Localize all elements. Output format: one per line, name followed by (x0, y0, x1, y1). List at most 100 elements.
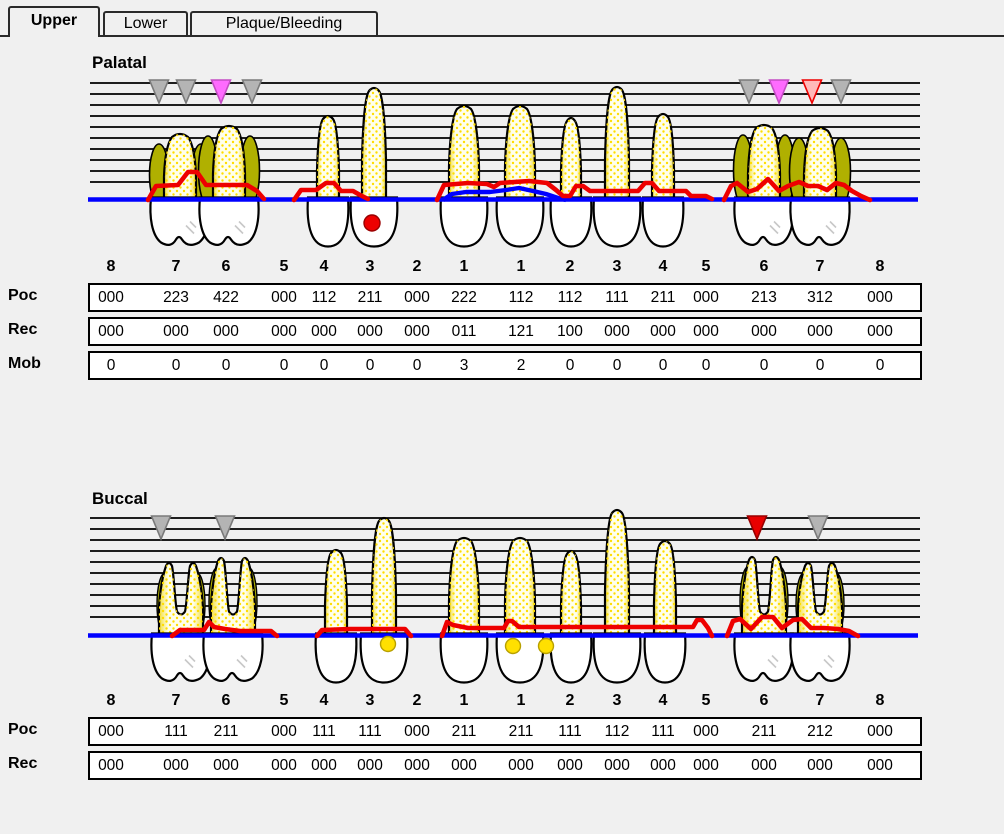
tooth-buccal-L6[interactable] (202, 556, 264, 682)
cell-poc: 000 (271, 723, 297, 740)
cell-rec: 000 (508, 757, 534, 774)
tooth-number: 6 (759, 692, 769, 709)
marker-triangle-gray[interactable] (738, 79, 760, 106)
palatal-chart[interactable] (85, 74, 930, 256)
cell-mob: 0 (106, 357, 116, 374)
tooth-number: 5 (701, 692, 711, 709)
cell-poc: 111 (358, 723, 382, 740)
cell-rec: 000 (807, 323, 833, 340)
plaque-dot[interactable] (504, 637, 522, 655)
tooth-buccal-L1[interactable] (439, 536, 489, 684)
tooth-number: 1 (516, 258, 526, 275)
cell-poc: 000 (404, 723, 430, 740)
marker-triangle-magenta[interactable] (210, 79, 232, 106)
marker-triangle-magenta[interactable] (768, 79, 790, 106)
cell-rec: 000 (557, 757, 583, 774)
tooth-palatal-R4[interactable] (641, 112, 685, 248)
row-label-mob: Mob (8, 355, 41, 372)
tooth-buccal-L4[interactable] (314, 548, 358, 684)
row-label-rec: Rec (8, 321, 38, 338)
cell-poc: 211 (213, 723, 239, 740)
cell-poc: 112 (604, 723, 630, 740)
cell-poc: 222 (451, 289, 477, 306)
cell-poc: 312 (807, 289, 833, 306)
tooth-buccal-R2[interactable] (549, 549, 593, 684)
cell-mob: 0 (171, 357, 181, 374)
tooth-number: 4 (319, 692, 329, 709)
cell-poc: 112 (508, 289, 534, 306)
cell-rec: 000 (271, 757, 297, 774)
plaque-dot[interactable] (379, 635, 397, 653)
cell-rec: 000 (311, 757, 337, 774)
cell-mob: 0 (221, 357, 231, 374)
cell-rec: 000 (867, 323, 893, 340)
cell-poc: 422 (213, 289, 239, 306)
bleeding-dot[interactable] (363, 214, 381, 232)
tab-lower[interactable]: Lower (103, 11, 188, 35)
tooth-buccal-R4[interactable] (643, 539, 687, 684)
tooth-number: 2 (565, 258, 575, 275)
marker-triangle-gray[interactable] (175, 79, 197, 106)
cell-poc: 000 (693, 289, 719, 306)
plaque-dot[interactable] (537, 637, 555, 655)
cell-poc: 212 (807, 723, 833, 740)
marker-triangle-red[interactable] (746, 515, 768, 542)
tab-bar: Upper Lower Plaque/Bleeding (0, 0, 1004, 40)
marker-triangle-gray[interactable] (830, 79, 852, 106)
cell-rec: 000 (751, 757, 777, 774)
cell-rec: 000 (163, 323, 189, 340)
tooth-buccal-R1[interactable] (495, 536, 545, 684)
tooth-number: 4 (658, 692, 668, 709)
cell-mob: 0 (875, 357, 885, 374)
tooth-buccal-L7[interactable] (150, 561, 212, 682)
tooth-palatal-R3[interactable] (592, 85, 642, 248)
tooth-buccal-R7[interactable] (789, 561, 851, 682)
tooth-palatal-R2[interactable] (549, 116, 593, 248)
tooth-number: 8 (875, 258, 885, 275)
marker-triangle-gray[interactable] (241, 79, 263, 106)
cell-poc: 112 (557, 289, 583, 306)
tooth-number: 2 (412, 258, 422, 275)
cell-rec: 000 (311, 323, 337, 340)
marker-triangle-pink[interactable] (801, 79, 823, 106)
buccal-chart[interactable] (85, 508, 930, 690)
tooth-number: 1 (516, 692, 526, 709)
cell-poc: 000 (404, 289, 430, 306)
row-label-rec: Rec (8, 755, 38, 772)
tooth-number: 3 (365, 258, 375, 275)
tab-upper[interactable]: Upper (8, 6, 100, 37)
gingival-margin-line (721, 176, 873, 203)
gingival-margin-line (314, 626, 414, 639)
cell-rec: 000 (98, 323, 124, 340)
cell-poc: 112 (311, 289, 337, 306)
palatal-mob-row[interactable]: 0 0 0 0 0 0 0 3 2 0 0 0 0 0 0 0 (88, 351, 922, 380)
cell-rec: 000 (98, 757, 124, 774)
marker-triangle-gray[interactable] (214, 515, 236, 542)
gingival-margin-line (145, 169, 267, 203)
tooth-palatal-L3[interactable] (349, 86, 399, 248)
buccal-poc-row[interactable]: 000 111 211 000 111 111 000 211 211 111 112 111 000 2… (88, 717, 922, 746)
cell-mob: 3 (459, 357, 469, 374)
tooth-buccal-R3[interactable] (592, 508, 642, 684)
cell-rec: 000 (213, 757, 239, 774)
tooth-number: 1 (459, 692, 469, 709)
palatal-rec-row[interactable]: 000 000 000 000 000 000 000 011 121 100 000 000 000 0… (88, 317, 922, 346)
cell-rec: 000 (451, 757, 477, 774)
tooth-number: 3 (365, 692, 375, 709)
tooth-palatal-L1[interactable] (439, 104, 489, 248)
cell-poc: 111 (651, 723, 675, 740)
marker-triangle-gray[interactable] (148, 79, 170, 106)
marker-triangle-gray[interactable] (807, 515, 829, 542)
cell-poc: 000 (98, 723, 124, 740)
palatal-poc-row[interactable]: 000 223 422 000 112 211 000 222 112 112 111 211 000 2… (88, 283, 922, 312)
gingival-margin-line (434, 178, 715, 203)
tooth-buccal-L3[interactable] (359, 516, 409, 684)
cell-poc: 211 (751, 723, 777, 740)
marker-triangle-gray[interactable] (150, 515, 172, 542)
tab-strip-border (0, 35, 1004, 37)
gingival-margin-line (169, 619, 280, 639)
cell-poc: 111 (164, 723, 188, 740)
tab-plaque-bleeding[interactable]: Plaque/Bleeding (190, 11, 378, 35)
tooth-palatal-R7[interactable] (788, 126, 852, 246)
buccal-rec-row[interactable]: 000 000 000 000 000 000 000 000 000 000 000 000 000 0… (88, 751, 922, 780)
